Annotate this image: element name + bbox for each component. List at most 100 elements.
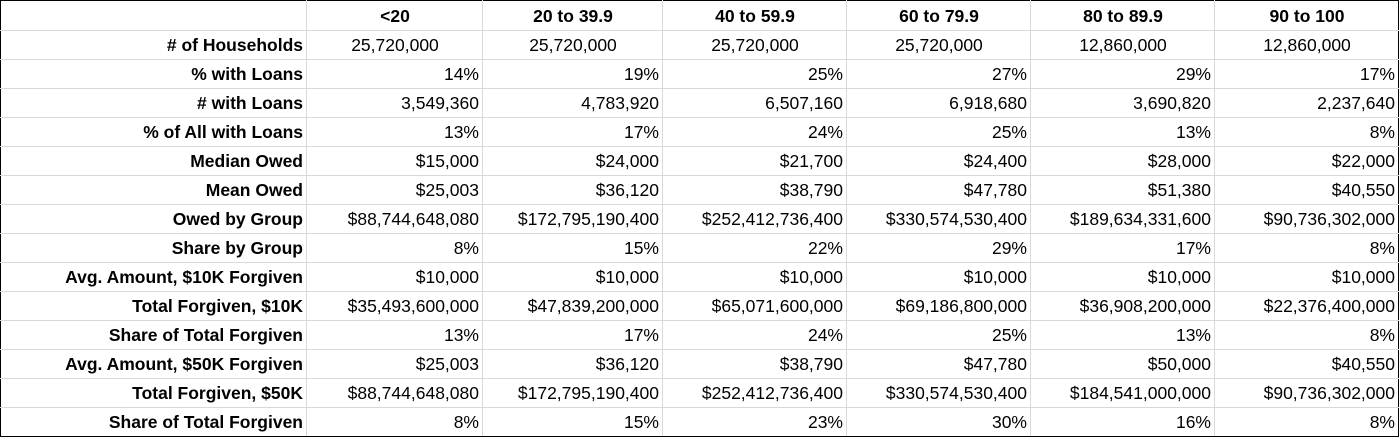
table-cell[interactable]: $24,000 [482, 146, 663, 176]
table-cell[interactable]: $25,003 [306, 349, 483, 379]
table-cell[interactable]: 25,720,000 [846, 30, 1031, 60]
table-cell[interactable]: 16% [1030, 407, 1215, 437]
table-cell[interactable]: $88,744,648,080 [306, 378, 483, 408]
table-cell[interactable]: $22,376,400,000 [1214, 291, 1399, 321]
column-header[interactable]: 20 to 39.9 [482, 0, 663, 31]
row-label[interactable]: Share of Total Forgiven [0, 320, 307, 350]
table-cell[interactable]: 8% [1214, 407, 1399, 437]
table-cell[interactable]: 4,783,920 [482, 88, 663, 118]
table-cell[interactable]: $10,000 [1030, 262, 1215, 292]
table-cell[interactable]: $36,120 [482, 349, 663, 379]
table-cell[interactable]: $28,000 [1030, 146, 1215, 176]
table-cell[interactable]: 13% [1030, 320, 1215, 350]
table-cell[interactable]: $65,071,600,000 [662, 291, 847, 321]
table-cell[interactable]: 8% [306, 233, 483, 263]
row-label[interactable]: Share of Total Forgiven [0, 407, 307, 437]
row-label[interactable]: Owed by Group [0, 204, 307, 234]
row-label[interactable]: Total Forgiven, $10K [0, 291, 307, 321]
table-cell[interactable]: $47,780 [846, 175, 1031, 205]
table-cell[interactable]: $252,412,736,400 [662, 378, 847, 408]
table-cell[interactable]: 8% [1214, 233, 1399, 263]
table-cell[interactable]: 19% [482, 59, 663, 89]
table-cell[interactable]: 13% [306, 320, 483, 350]
table-cell[interactable]: 25,720,000 [662, 30, 847, 60]
table-cell[interactable]: $51,380 [1030, 175, 1215, 205]
table-cell[interactable]: 6,918,680 [846, 88, 1031, 118]
table-cell[interactable]: 25% [662, 59, 847, 89]
table-cell[interactable]: $10,000 [306, 262, 483, 292]
table-cell[interactable]: $25,003 [306, 175, 483, 205]
table-cell[interactable]: $21,700 [662, 146, 847, 176]
table-cell[interactable]: 25,720,000 [482, 30, 663, 60]
table-cell[interactable]: $90,736,302,000 [1214, 204, 1399, 234]
table-cell[interactable]: $10,000 [1214, 262, 1399, 292]
table-cell[interactable]: 3,690,820 [1030, 88, 1215, 118]
row-label[interactable]: % with Loans [0, 59, 307, 89]
table-cell[interactable]: 27% [846, 59, 1031, 89]
table-cell[interactable]: 29% [1030, 59, 1215, 89]
table-cell[interactable]: 3,549,360 [306, 88, 483, 118]
table-cell[interactable]: $90,736,302,000 [1214, 378, 1399, 408]
table-cell[interactable]: $10,000 [846, 262, 1031, 292]
table-cell[interactable]: 17% [1030, 233, 1215, 263]
table-cell[interactable]: 22% [662, 233, 847, 263]
row-label[interactable]: % of All with Loans [0, 117, 307, 147]
table-cell[interactable]: $69,186,800,000 [846, 291, 1031, 321]
table-cell[interactable]: $252,412,736,400 [662, 204, 847, 234]
table-cell[interactable]: $22,000 [1214, 146, 1399, 176]
table-cell[interactable]: $330,574,530,400 [846, 204, 1031, 234]
table-cell[interactable]: $47,780 [846, 349, 1031, 379]
table-cell[interactable]: 29% [846, 233, 1031, 263]
table-cell[interactable]: 17% [482, 117, 663, 147]
column-header[interactable]: 40 to 59.9 [662, 0, 847, 31]
row-label[interactable]: # with Loans [0, 88, 307, 118]
corner-cell[interactable] [0, 0, 307, 31]
table-cell[interactable]: 13% [306, 117, 483, 147]
table-cell[interactable]: $172,795,190,400 [482, 204, 663, 234]
table-cell[interactable]: $36,908,200,000 [1030, 291, 1215, 321]
table-cell[interactable]: $10,000 [662, 262, 847, 292]
table-cell[interactable]: 14% [306, 59, 483, 89]
table-cell[interactable]: $50,000 [1030, 349, 1215, 379]
table-cell[interactable]: $47,839,200,000 [482, 291, 663, 321]
row-label[interactable]: Mean Owed [0, 175, 307, 205]
table-cell[interactable]: 15% [482, 407, 663, 437]
row-label[interactable]: Total Forgiven, $50K [0, 378, 307, 408]
table-cell[interactable]: $15,000 [306, 146, 483, 176]
table-cell[interactable]: 17% [1214, 59, 1399, 89]
table-cell[interactable]: $38,790 [662, 349, 847, 379]
table-cell[interactable]: $189,634,331,600 [1030, 204, 1215, 234]
table-cell[interactable]: 25% [846, 117, 1031, 147]
column-header[interactable]: 80 to 89.9 [1030, 0, 1215, 31]
table-cell[interactable]: 23% [662, 407, 847, 437]
table-cell[interactable]: 25,720,000 [306, 30, 483, 60]
table-cell[interactable]: 17% [482, 320, 663, 350]
table-cell[interactable]: 12,860,000 [1030, 30, 1215, 60]
table-cell[interactable]: $88,744,648,080 [306, 204, 483, 234]
table-cell[interactable]: $24,400 [846, 146, 1031, 176]
table-cell[interactable]: $38,790 [662, 175, 847, 205]
table-cell[interactable]: 25% [846, 320, 1031, 350]
table-cell[interactable]: 8% [1214, 117, 1399, 147]
table-cell[interactable]: 12,860,000 [1214, 30, 1399, 60]
table-cell[interactable]: $36,120 [482, 175, 663, 205]
table-cell[interactable]: $35,493,600,000 [306, 291, 483, 321]
table-cell[interactable]: 15% [482, 233, 663, 263]
table-cell[interactable]: $184,541,000,000 [1030, 378, 1215, 408]
table-cell[interactable]: 8% [306, 407, 483, 437]
table-cell[interactable]: 30% [846, 407, 1031, 437]
table-cell[interactable]: $40,550 [1214, 175, 1399, 205]
column-header[interactable]: <20 [306, 0, 483, 31]
row-label[interactable]: Avg. Amount, $50K Forgiven [0, 349, 307, 379]
row-label[interactable]: Share by Group [0, 233, 307, 263]
table-cell[interactable]: $330,574,530,400 [846, 378, 1031, 408]
table-cell[interactable]: $10,000 [482, 262, 663, 292]
row-label[interactable]: Median Owed [0, 146, 307, 176]
table-cell[interactable]: 24% [662, 117, 847, 147]
row-label[interactable]: Avg. Amount, $10K Forgiven [0, 262, 307, 292]
table-cell[interactable]: 2,237,640 [1214, 88, 1399, 118]
table-cell[interactable]: 24% [662, 320, 847, 350]
table-cell[interactable]: 13% [1030, 117, 1215, 147]
column-header[interactable]: 90 to 100 [1214, 0, 1399, 31]
row-label[interactable]: # of Households [0, 30, 307, 60]
